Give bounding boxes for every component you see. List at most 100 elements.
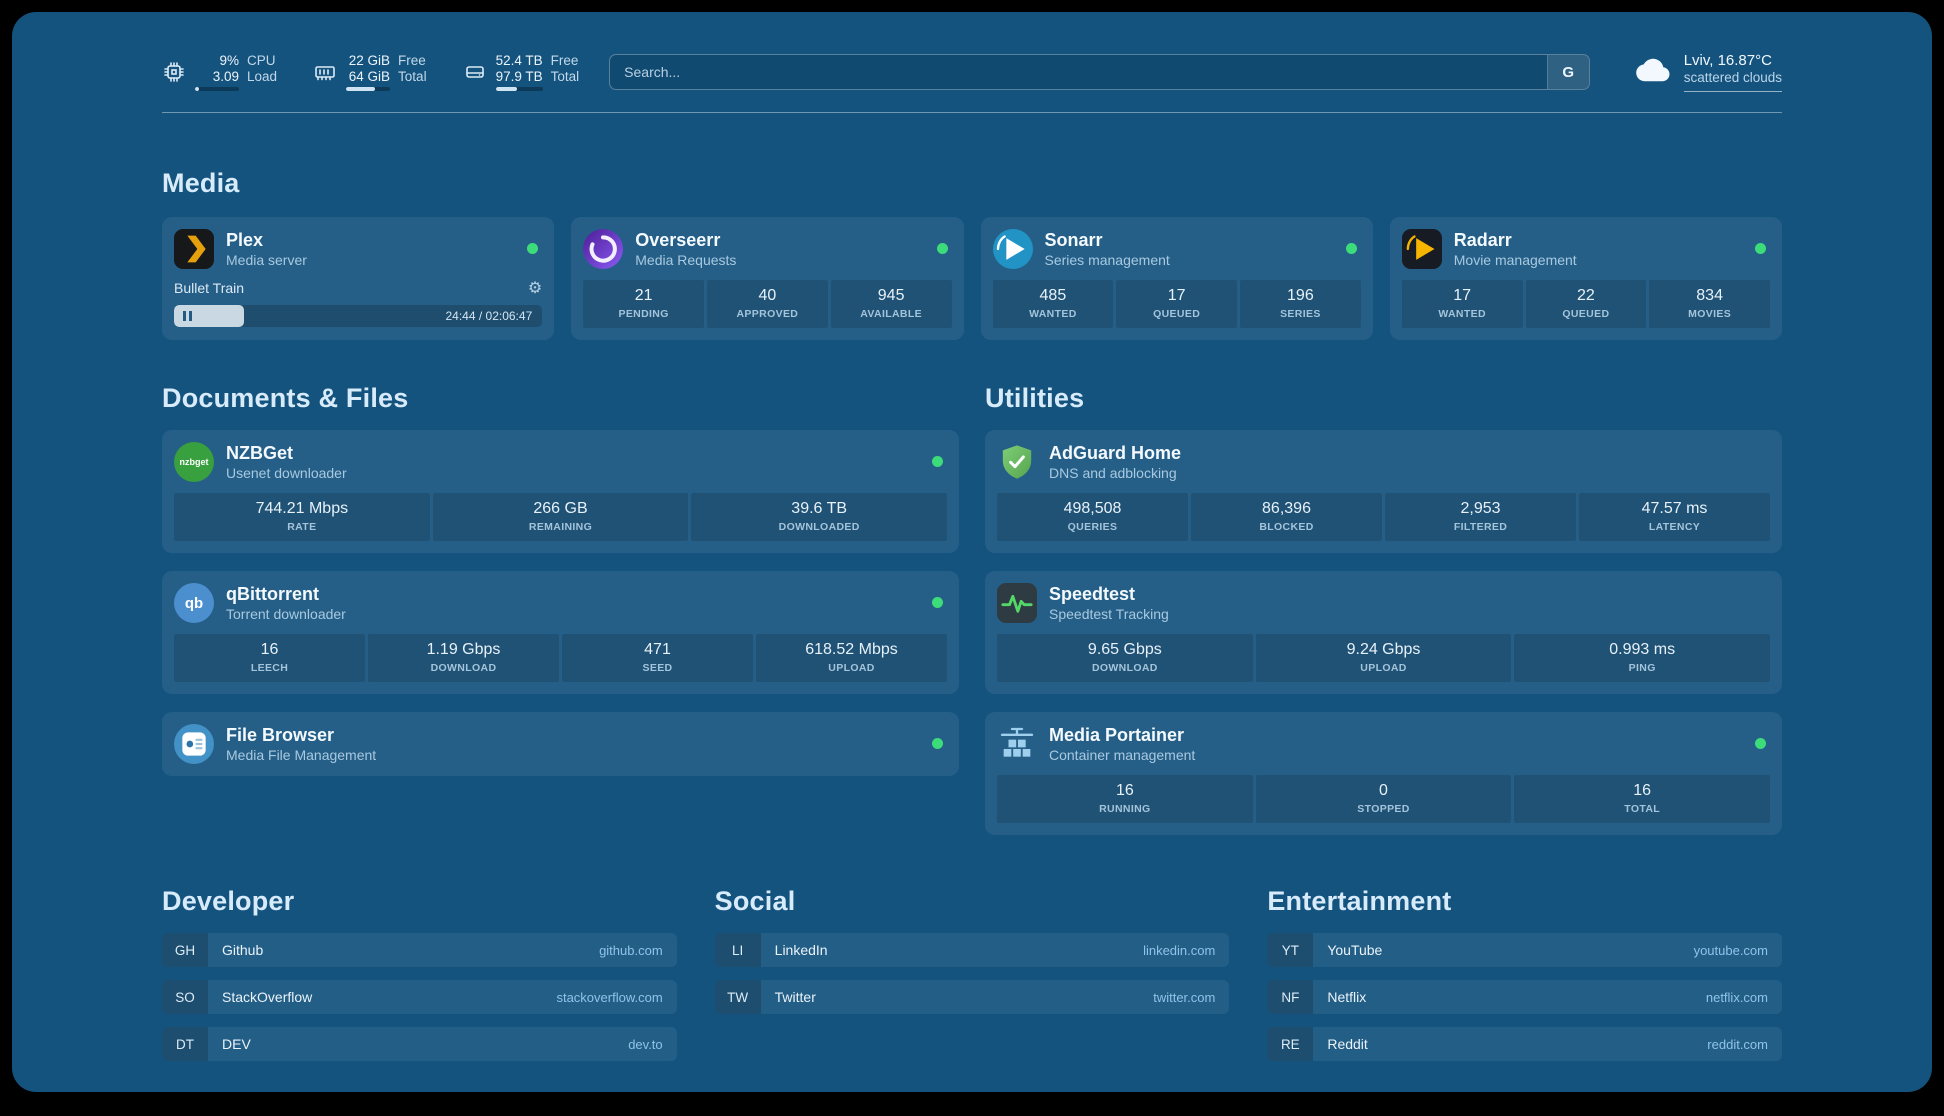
bookmark-dev[interactable]: DT DEV dev.to [162,1027,677,1061]
service-subtitle: Usenet downloader [226,465,347,482]
bookmark-abbr: RE [1267,1027,1314,1061]
bookmark-abbr: NF [1267,980,1314,1014]
bookmark-domain: linkedin.com [1143,942,1216,958]
service-name: Overseerr [635,229,721,250]
stat: 22 QUEUED [1525,280,1647,328]
playback-time: 24:44 / 02:06:47 [445,309,533,323]
search-input[interactable] [610,55,1547,89]
sonarr-icon [992,229,1033,269]
stat: 485 WANTED [992,280,1114,328]
stat: 17 QUEUED [1116,280,1237,328]
weather-condition: scattered clouds [1683,69,1782,85]
topbar: 9% 3.09 CPU Load 22 GiB 64 Gi [162,46,1782,98]
disk-widget: 52.4 TB 97.9 TB Free Total [463,53,579,92]
service-name: File Browser [226,724,335,745]
stat: 16 LEECH [174,634,365,682]
bookmark-group-entertainment: Entertainment YT YouTube youtube.com NF … [1267,883,1782,1061]
service-subtitle: Media File Management [226,747,377,764]
bookmark-reddit[interactable]: RE Reddit reddit.com [1267,1027,1782,1061]
cpu-icon [162,60,186,84]
pause-icon[interactable] [183,311,186,321]
stat: 47.57 ms LATENCY [1579,493,1770,541]
service-card-qbittorrent[interactable]: qb qBittorrent Torrent downloader 16 LEEC… [162,571,959,694]
service-name: NZBGet [226,442,293,463]
status-dot [1755,243,1766,254]
section-title-media: Media [162,168,240,198]
status-dot [527,243,539,254]
topbar-divider [162,112,1782,113]
service-subtitle: Container management [1049,747,1196,764]
service-card-plex[interactable]: Plex Media server Bullet Train ⚙ [162,217,555,340]
bookmark-name: StackOverflow [222,989,313,1005]
service-name: Media Portainer [1049,724,1185,745]
disk-total-value: 97.9 TB [495,68,543,84]
bookmark-abbr: LI [714,933,761,967]
stat: 2,953 FILTERED [1385,493,1576,541]
playback-progress-bar[interactable]: 24:44 / 02:06:47 [174,305,543,327]
service-name: qBittorrent [226,583,319,604]
service-subtitle: Torrent downloader [226,606,346,623]
bookmark-linkedin[interactable]: LI LinkedIn linkedin.com [714,933,1230,967]
weather-widget: Lviv, 16.87°C scattered clouds [1634,52,1782,93]
bookmark-netflix[interactable]: NF Netflix netflix.com [1267,980,1782,1014]
disk-icon [463,60,487,84]
bookmark-name: Reddit [1327,1036,1368,1052]
qbittorrent-icon: qb [174,583,214,623]
bookmark-abbr: TW [714,980,761,1014]
service-subtitle: DNS and adblocking [1049,465,1177,482]
section-title-social: Social [714,886,796,916]
stat: 86,396 BLOCKED [1191,493,1382,541]
service-card-radarr[interactable]: Radarr Movie management 17 WANTED 22 QUEUE… [1389,217,1782,340]
service-subtitle: Series management [1044,252,1170,269]
service-card-overseerr[interactable]: Overseerr Media Requests 21 PENDING 40 APP… [571,217,964,340]
service-card-adguard[interactable]: AdGuard Home DNS and adblocking 498,508 Q… [985,430,1782,553]
bookmark-twitter[interactable]: TW Twitter twitter.com [714,980,1230,1014]
bookmark-domain: netflix.com [1705,989,1768,1005]
gear-icon[interactable]: ⚙ [527,280,543,297]
bookmark-github[interactable]: GH Github github.com [162,933,677,967]
bookmark-youtube[interactable]: YT YouTube youtube.com [1267,933,1782,967]
stat: 17 WANTED [1401,280,1523,328]
now-playing-title: Bullet Train [174,280,245,296]
plex-icon [174,229,214,269]
status-dot [1345,243,1357,254]
status-dot [932,738,943,749]
bookmark-stackoverflow[interactable]: SO StackOverflow stackoverflow.com [162,980,677,1014]
service-card-portainer[interactable]: Media Portainer Container management 16 R… [985,712,1782,835]
memory-free-label: Free [398,52,426,68]
stat: 16 TOTAL [1514,775,1771,823]
adguard-icon [997,442,1037,482]
media-grid: Plex Media server Bullet Train ⚙ [162,217,1782,340]
middle-columns: Documents & Files nzbget NZBGet Usenet d… [162,380,1782,835]
stat: 21 PENDING [583,280,704,328]
bookmark-domain: github.com [599,942,663,958]
bookmark-group-developer: Developer GH Github github.com SO StackO… [162,883,677,1061]
stat: 834 MOVIES [1649,280,1770,328]
cpu-widget: 9% 3.09 CPU Load [162,53,277,92]
service-card-nzbget[interactable]: nzbget NZBGet Usenet downloader 744.21 M… [162,430,959,553]
memory-free-value: 22 GiB [348,52,391,68]
search-provider-button[interactable]: G [1546,55,1589,89]
stat: 471 SEED [562,634,753,682]
weather-location: Lviv, 16.87°C [1683,51,1772,69]
service-name: Radarr [1453,229,1512,250]
section-media: Media Plex Media server [162,165,1782,340]
service-subtitle: Media Requests [635,252,737,269]
section-title-documents: Documents & Files [162,383,409,413]
stat: 0.993 ms PING [1514,634,1771,682]
stat: 618.52 Mbps UPLOAD [756,634,947,682]
stat: 498,508 QUERIES [997,493,1188,541]
section-documents: Documents & Files nzbget NZBGet Usenet d… [162,380,959,776]
filebrowser-icon [174,724,214,764]
bookmark-abbr: DT [162,1027,208,1061]
stat: 16 RUNNING [997,775,1253,823]
service-card-filebrowser[interactable]: File Browser Media File Management [162,712,959,776]
section-title-developer: Developer [162,886,295,916]
service-card-sonarr[interactable]: Sonarr Series management 485 WANTED 17 QUE… [980,217,1373,340]
service-name: Speedtest [1049,583,1136,604]
service-card-speedtest[interactable]: Speedtest Speedtest Tracking 9.65 Gbps DO… [985,571,1782,694]
bookmark-name: DEV [222,1036,251,1052]
service-subtitle: Movie management [1453,252,1577,269]
plex-now-playing: Bullet Train ⚙ 24:44 / 02:06:47 [174,278,543,327]
bookmark-name: YouTube [1327,942,1383,958]
